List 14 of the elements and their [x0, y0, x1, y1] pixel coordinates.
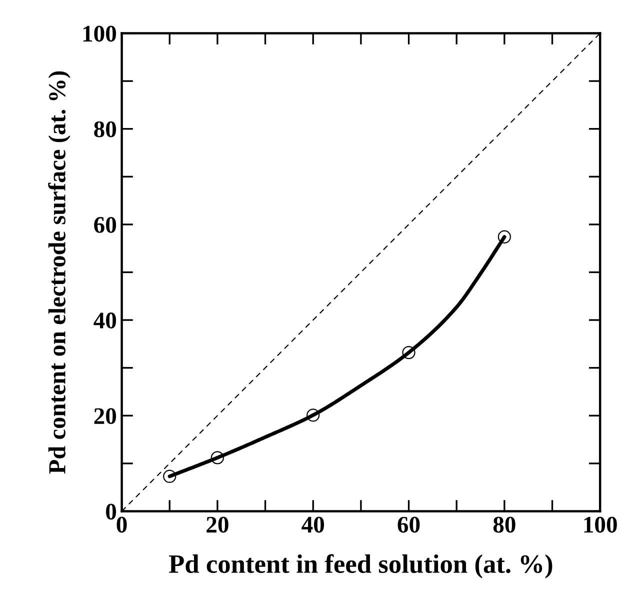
y-axis-title: Pd content on electrode surface (at. %) [48, 71, 70, 474]
x-tick-label: 0 [116, 516, 127, 533]
x-tick-label: 20 [206, 516, 228, 533]
x-tick-label: 100 [584, 516, 617, 533]
x-tick-label: 80 [493, 516, 516, 533]
y-tick-label: 0 [106, 504, 116, 520]
y-tick-label: 60 [94, 216, 116, 233]
y-tick-label: 20 [94, 408, 116, 424]
y-tick-label: 80 [94, 121, 116, 138]
y-tick-label: 40 [94, 312, 116, 328]
y-tick-label: 100 [83, 26, 116, 42]
x-tick-label: 60 [398, 516, 420, 533]
x-axis-title: Pd content in feed solution (at. %) [168, 554, 552, 578]
x-tick-label: 40 [302, 516, 324, 533]
